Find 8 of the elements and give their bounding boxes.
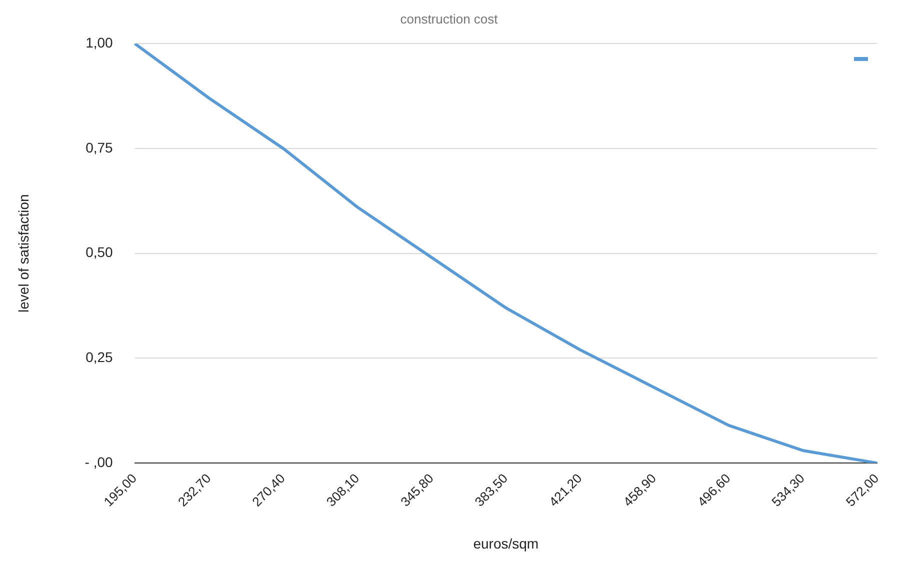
y-tick-label: 0,50 — [86, 244, 114, 260]
y-tick-label: 0,25 — [86, 349, 114, 366]
y-tick-label: 1,00 — [86, 34, 114, 50]
y-tick-label: 0,75 — [86, 139, 114, 156]
y-axis-title: level of satisfaction — [15, 194, 32, 312]
y-tick-label: - ,00 — [84, 454, 114, 470]
chart-title: construction cost — [400, 11, 498, 26]
x-axis-title: euros/sqm — [473, 535, 539, 552]
